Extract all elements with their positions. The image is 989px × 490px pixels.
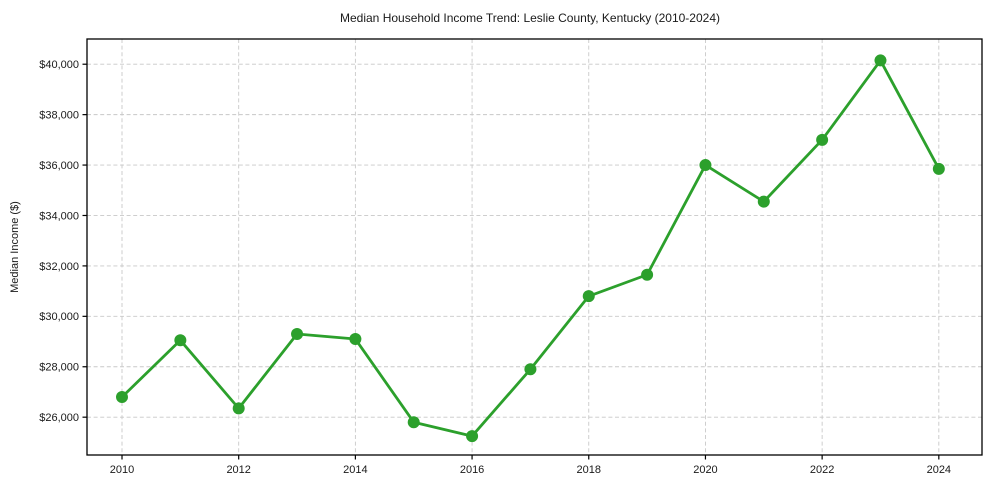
data-point-2023 [874,54,887,67]
data-point-2018 [582,290,595,303]
data-point-2014 [349,333,362,346]
y-tick-label: $30,000 [39,311,79,323]
x-tick-label: 2014 [343,464,367,476]
axes-layer: $26,000 $28,000 $30,000 $32,000 $34,000 $36,0… [39,38,983,476]
y-axis-label: Median Income ($) [9,201,21,293]
y-tick-label: $38,000 [39,110,79,122]
x-tick-label: 2020 [693,464,717,476]
y-tick-label: $36,000 [39,160,79,172]
data-point-2021 [757,195,770,208]
y-tick-label: $32,000 [39,261,79,273]
data-series [116,54,945,443]
data-point-2016 [466,430,479,443]
data-point-2010 [116,391,129,404]
data-point-2012 [232,402,245,415]
grid-layer [87,39,982,455]
y-tick-label: $28,000 [39,362,79,374]
plot-border [86,38,983,456]
trend-line [120,59,941,438]
data-point-2024 [932,162,945,175]
data-point-2020 [699,159,712,172]
data-point-2015 [407,416,420,429]
data-point-2017 [524,363,537,376]
data-point-2022 [816,133,829,146]
data-point-2011 [174,334,187,347]
x-tick-label: 2012 [226,464,250,476]
data-point-2013 [291,327,304,340]
x-tick-label: 2018 [577,464,601,476]
x-tick-label: 2022 [810,464,834,476]
chart-title: Median Household Income Trend: Leslie Co… [340,11,720,25]
y-tick-label: $34,000 [39,210,79,222]
y-tick-label: $26,000 [39,412,79,424]
y-tick-label: $40,000 [39,59,79,71]
x-tick-label: 2016 [460,464,484,476]
data-point-2019 [641,268,654,281]
x-tick-label: 2024 [927,464,951,476]
x-tick-label: 2010 [110,464,134,476]
